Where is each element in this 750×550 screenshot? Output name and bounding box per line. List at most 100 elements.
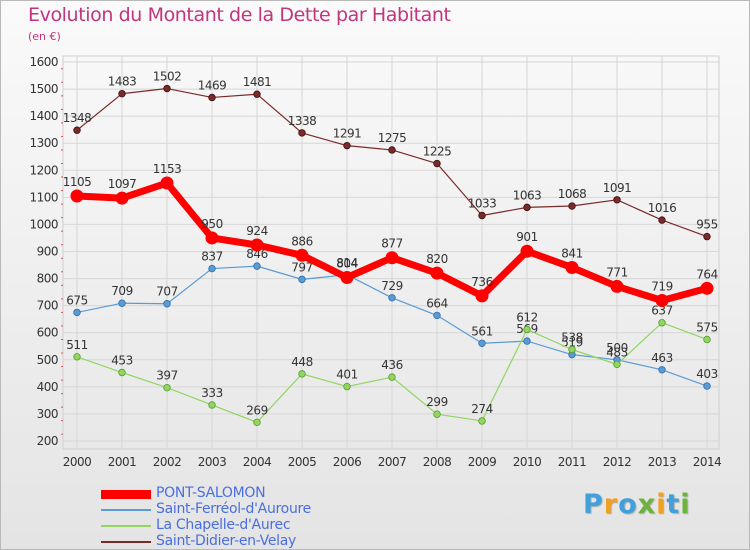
data-label: 274 xyxy=(471,402,492,416)
data-label: 837 xyxy=(201,250,222,264)
data-point xyxy=(703,382,711,390)
data-point xyxy=(73,126,81,134)
data-label: 1153 xyxy=(153,162,182,176)
data-label: 924 xyxy=(246,224,267,238)
plot-area xyxy=(62,55,720,450)
data-point xyxy=(433,311,441,320)
chart-title: Evolution du Montant de la Dette par Hab… xyxy=(28,4,451,26)
data-point xyxy=(298,129,306,137)
data-point xyxy=(700,281,714,295)
data-point xyxy=(250,238,264,252)
legend-label: PONT-SALOMON xyxy=(156,485,266,501)
data-point xyxy=(385,251,399,265)
data-point xyxy=(520,244,534,258)
data-label: 1502 xyxy=(153,70,182,84)
data-point xyxy=(478,417,486,425)
data-label: 1068 xyxy=(558,187,587,201)
y-tick-label: 1400 xyxy=(29,109,58,123)
data-point xyxy=(523,203,531,212)
x-tick-label: 2008 xyxy=(423,455,452,469)
data-label: 771 xyxy=(606,265,627,279)
data-point xyxy=(115,191,129,205)
legend-item: PONT-SALOMON xyxy=(101,485,421,502)
data-label: 1483 xyxy=(108,75,137,89)
data-label: 841 xyxy=(561,246,582,260)
logo-letter: i xyxy=(680,489,691,520)
legend-swatch xyxy=(101,489,151,499)
y-tick-label: 500 xyxy=(37,353,58,367)
data-point xyxy=(298,370,306,378)
data-label: 453 xyxy=(111,354,132,368)
data-label: 483 xyxy=(606,345,627,359)
data-point xyxy=(343,382,351,391)
data-label: 511 xyxy=(66,338,87,352)
data-label: 538 xyxy=(561,330,582,344)
data-point xyxy=(613,196,621,204)
data-label: 1016 xyxy=(648,201,677,215)
data-label: 719 xyxy=(651,279,672,293)
data-point xyxy=(163,84,171,93)
data-point xyxy=(388,146,396,154)
legend-label: Saint-Didier-en-Velay xyxy=(156,533,297,549)
data-point xyxy=(475,289,489,303)
data-point xyxy=(703,335,711,344)
data-point xyxy=(253,262,261,270)
data-label: 664 xyxy=(426,296,447,310)
x-tick-label: 2012 xyxy=(603,455,632,469)
data-label: 436 xyxy=(381,358,402,372)
data-point xyxy=(610,279,624,293)
data-point xyxy=(388,294,396,302)
x-tick-label: 2006 xyxy=(333,455,362,469)
legend-swatch xyxy=(101,541,151,543)
data-point xyxy=(70,189,84,203)
data-point xyxy=(118,299,126,307)
data-point xyxy=(208,401,216,409)
y-tick-label: 300 xyxy=(37,407,58,421)
data-point xyxy=(253,90,261,98)
data-label: 886 xyxy=(291,234,312,248)
data-label: 1033 xyxy=(468,196,497,210)
y-tick-label: 1600 xyxy=(29,55,58,69)
data-label: 575 xyxy=(696,320,717,334)
data-label: 1091 xyxy=(603,181,632,195)
legend-item: Saint-Ferréol-d'Auroure xyxy=(101,501,421,518)
x-tick-label: 2003 xyxy=(198,455,227,469)
data-point xyxy=(478,339,486,347)
data-point xyxy=(658,366,666,374)
data-label: 736 xyxy=(471,275,492,289)
y-tick-label: 1000 xyxy=(29,217,58,231)
data-point xyxy=(118,368,126,377)
data-label: 463 xyxy=(651,351,672,365)
data-point xyxy=(433,159,441,168)
data-point xyxy=(478,211,486,220)
chart-subtitle: (en €) xyxy=(28,30,61,43)
y-tick-label: 900 xyxy=(37,245,58,259)
data-label: 764 xyxy=(696,267,717,281)
y-tick-label: 700 xyxy=(37,299,58,313)
data-label: 612 xyxy=(516,310,537,324)
logo-letter: i xyxy=(656,489,667,520)
data-point xyxy=(205,231,219,245)
data-label: 1291 xyxy=(333,127,362,141)
data-label: 1225 xyxy=(423,145,452,159)
data-label: 675 xyxy=(66,293,87,307)
data-label: 1348 xyxy=(63,111,92,125)
x-tick-label: 2000 xyxy=(63,455,92,469)
data-point xyxy=(523,325,531,334)
legend-swatch xyxy=(101,509,151,511)
data-point xyxy=(523,337,531,345)
data-label: 403 xyxy=(696,367,717,381)
y-tick-label: 1100 xyxy=(29,190,58,204)
x-tick-label: 2010 xyxy=(513,455,542,469)
proxiti-logo: Proxiti xyxy=(583,489,691,520)
data-point xyxy=(568,202,576,210)
data-label: 1097 xyxy=(108,177,137,191)
legend-label: La Chapelle-d'Aurec xyxy=(156,517,291,533)
data-label: 950 xyxy=(201,217,222,231)
data-label: 269 xyxy=(246,403,267,417)
data-label: 797 xyxy=(291,260,312,274)
x-tick-label: 2014 xyxy=(693,455,722,469)
data-label: 955 xyxy=(696,218,717,232)
data-point xyxy=(253,418,261,427)
